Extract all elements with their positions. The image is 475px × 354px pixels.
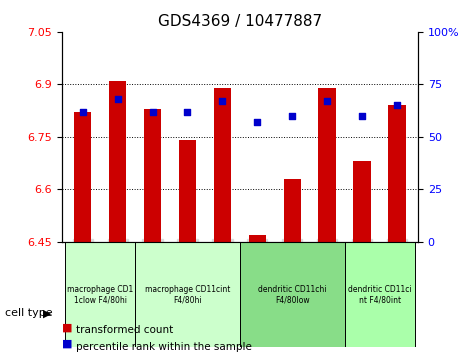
FancyBboxPatch shape [240,242,345,347]
Bar [179,141,196,242]
Point [288,113,296,119]
Point [149,109,156,114]
Text: transformed count: transformed count [76,325,173,336]
Bar [109,81,126,242]
Point [114,96,122,102]
Text: ■: ■ [62,323,72,333]
Point [358,113,366,119]
Title: GDS4369 / 10477887: GDS4369 / 10477887 [158,14,322,29]
Text: ■: ■ [62,339,72,349]
Bar [389,105,406,242]
Bar [284,179,301,242]
Text: cell type: cell type [5,308,52,318]
Bar [318,88,336,242]
FancyBboxPatch shape [65,242,135,347]
Bar [248,235,266,242]
Point [323,98,331,104]
Bar [214,88,231,242]
Text: percentile rank within the sample: percentile rank within the sample [76,342,252,353]
Text: dendritic CD11chi
F4/80low: dendritic CD11chi F4/80low [258,285,326,304]
FancyBboxPatch shape [345,242,415,347]
Bar [144,109,162,242]
FancyBboxPatch shape [135,242,240,347]
Bar [74,112,91,242]
Point [393,103,401,108]
Text: dendritic CD11ci
nt F4/80int: dendritic CD11ci nt F4/80int [348,285,411,304]
Point [254,119,261,125]
Bar [353,161,371,242]
Text: macrophage CD11cint
F4/80hi: macrophage CD11cint F4/80hi [145,285,230,304]
Text: macrophage CD1
1clow F4/80hi: macrophage CD1 1clow F4/80hi [67,285,133,304]
Point [79,109,86,114]
Point [218,98,226,104]
Point [184,109,191,114]
Text: ▶: ▶ [43,308,51,318]
